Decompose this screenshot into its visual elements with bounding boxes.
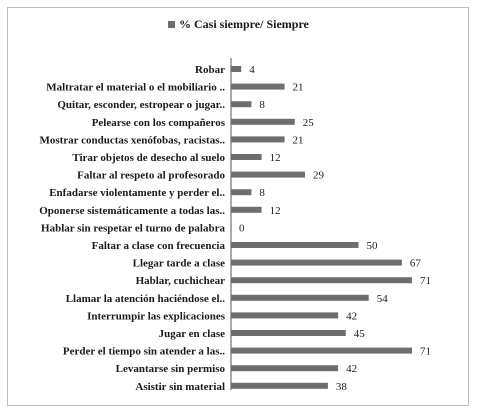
value-label: 25 [303,117,315,129]
value-label: 8 [259,99,265,111]
category-label: Maltratar el material o el mobiliario .. [46,82,225,94]
category-label: Llegar tarde a clase [133,258,225,270]
category-label: Asistir sin material [135,381,225,393]
category-label: Interrumpir las explicaciones [87,310,226,322]
value-label: 71 [420,275,431,287]
category-label: Pelearse con los compañeros [92,117,226,129]
bar [231,365,339,372]
value-label: 42 [346,363,357,375]
value-label: 67 [410,258,422,270]
bar [231,347,413,354]
value-label: 12 [270,152,281,164]
bar [231,277,413,284]
value-label: 38 [336,381,348,393]
bar [231,101,252,108]
value-label: 29 [313,170,325,182]
category-labels: Robar Maltratar el material o el mobiliar… [39,64,225,393]
bar [231,330,346,336]
legend: % Casi siempre/ Siempre [168,17,310,31]
bar [231,154,262,160]
category-label: Faltar a clase con frecuencia [92,240,226,252]
category-label: Levantarse sin permiso [116,363,226,375]
value-label: 12 [270,205,281,217]
value-label: 4 [249,64,255,76]
category-label: Faltar al respeto al profesorado [77,170,225,182]
category-label: Quitar, esconder, estropear o jugar.. [57,99,225,111]
category-label: Jugar en clase [159,328,226,340]
category-label: Llamar la atención haciéndose el.. [66,293,226,305]
value-label: 21 [293,82,304,94]
value-label: 45 [354,328,366,340]
value-label: 8 [259,187,265,199]
chart-frame [7,7,469,406]
bar [231,118,295,125]
category-label: Hablar sin respetar el turno de palabra [41,222,225,234]
bar [231,83,285,90]
value-labels: 4 21 8 25 21 12 29 8 12 0 50 67 71 54 42 45 71 42 38 [239,64,431,393]
bar [231,171,305,178]
category-label: Robar [195,64,225,76]
bar [231,206,262,213]
bar [231,312,339,319]
bar [231,189,252,196]
bar [231,242,359,248]
category-label: Oponerse sistemáticamente a todas las.. [39,205,225,217]
value-label: 71 [420,346,431,358]
value-label: 21 [293,134,304,146]
bar [231,136,285,143]
category-label: Tirar objetos de desecho al suelo [72,152,225,164]
bar [231,66,242,72]
legend-swatch [168,21,175,28]
category-label: Hablar, cuchichear [136,275,226,287]
value-label: 0 [239,222,245,234]
category-label: Perder el tiempo sin atender a las.. [63,346,225,358]
category-label: Enfadarse violentamente y perder el.. [49,187,225,199]
legend-label: % Casi siempre/ Siempre [179,17,310,31]
value-label: 42 [346,310,357,322]
bar [231,294,369,301]
bars [231,66,413,389]
bar [231,259,402,266]
bar [231,382,328,389]
value-label: 50 [367,240,379,252]
category-label: Mostrar conductas xenófobas, racistas.. [39,134,225,146]
value-label: 54 [377,293,389,305]
